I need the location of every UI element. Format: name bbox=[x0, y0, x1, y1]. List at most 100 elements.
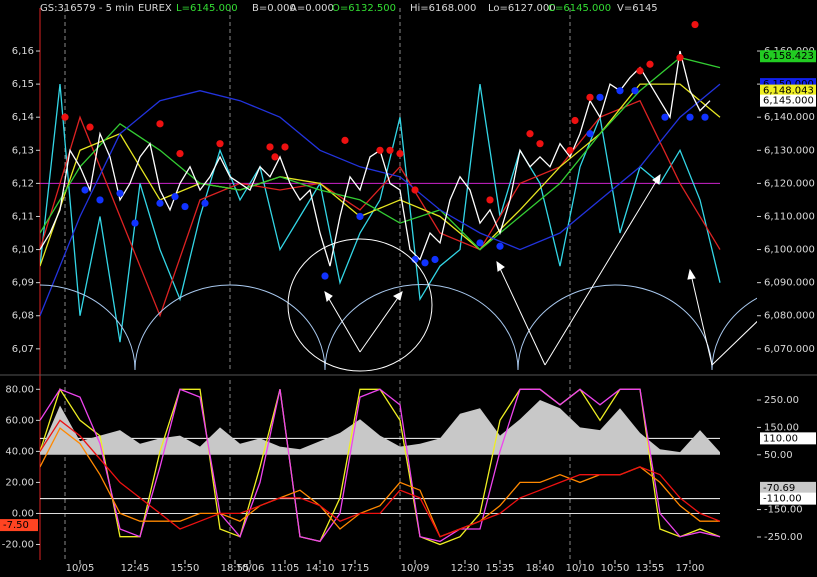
signal-dot bbox=[321, 272, 329, 280]
signal-dot bbox=[476, 239, 484, 247]
series-line bbox=[40, 419, 721, 538]
value-box-label: 6,158.423 bbox=[763, 51, 814, 62]
signal-dot bbox=[526, 130, 534, 138]
signal-dot bbox=[411, 255, 419, 264]
y-tick-label: 6,09 bbox=[12, 278, 34, 289]
header-field: V=6145 bbox=[617, 3, 658, 14]
highlight-circle bbox=[287, 238, 433, 372]
y-tick-label: 6,07 bbox=[12, 344, 34, 355]
signal-dot bbox=[86, 123, 94, 131]
x-tick-label: 17:15 bbox=[341, 563, 370, 574]
y-tick-label: 6,11 bbox=[12, 211, 34, 222]
y-tick-label: 60.00 bbox=[5, 415, 34, 426]
signal-dot bbox=[81, 186, 89, 194]
x-tick-label: 10/06 bbox=[236, 563, 265, 574]
cycle-drawings bbox=[40, 173, 757, 372]
signal-dot bbox=[201, 199, 209, 207]
y-tick-label: -20.00 bbox=[2, 539, 34, 550]
series-line bbox=[40, 83, 721, 316]
x-tick-label: 15:35 bbox=[486, 563, 515, 574]
signal-dot bbox=[646, 60, 654, 68]
y2-tick-label: 6,080.000 bbox=[764, 311, 815, 322]
signal-dot bbox=[376, 146, 384, 154]
signal-dot bbox=[61, 113, 69, 121]
value-box-label: -70.69 bbox=[763, 483, 795, 494]
cycle-arc bbox=[134, 284, 326, 371]
y2-tick-label: 6,130.000 bbox=[764, 145, 815, 156]
signal-dot bbox=[411, 186, 419, 194]
header-field: C=6145.000 bbox=[548, 3, 611, 14]
signal-dot bbox=[571, 116, 579, 125]
series-line bbox=[40, 388, 721, 543]
y2-tick-label: 6,120.000 bbox=[764, 178, 815, 189]
signal-dot bbox=[431, 255, 439, 264]
y2-tick-label: 6,070.000 bbox=[764, 344, 815, 355]
signal-dot bbox=[676, 54, 684, 62]
signal-dot bbox=[586, 93, 594, 101]
x-tick-label: 10:50 bbox=[601, 563, 630, 574]
value-box bbox=[0, 519, 38, 532]
x-tick-label: 10/09 bbox=[401, 563, 430, 574]
plot-area bbox=[40, 8, 721, 372]
y2-tick-label: 6,090.000 bbox=[764, 278, 815, 289]
y-tick-label: 6,10 bbox=[12, 245, 34, 256]
cycle-arc bbox=[40, 284, 136, 371]
y-tick-label: 6,16 bbox=[12, 46, 34, 57]
signal-dot bbox=[266, 143, 274, 151]
value-box-label: -7.50 bbox=[3, 520, 29, 531]
header-field: B=0.000 bbox=[252, 3, 296, 14]
value-box-label: -110.00 bbox=[763, 494, 802, 505]
signal-dot bbox=[396, 150, 404, 158]
y-tick-label: 80.00 bbox=[5, 384, 34, 395]
signal-dot bbox=[271, 153, 279, 161]
cycle-arc bbox=[711, 297, 757, 371]
signal-dot bbox=[566, 146, 574, 154]
header-field: O=6132.500 bbox=[332, 3, 396, 14]
y2-tick-label: 250.00 bbox=[764, 395, 799, 406]
series-line bbox=[40, 99, 721, 318]
y2-tick-label: -250.00 bbox=[764, 532, 803, 543]
value-box bbox=[760, 481, 816, 494]
header-field: A=0.000 bbox=[290, 3, 334, 14]
y-tick-label: 6,14 bbox=[12, 112, 34, 123]
header-field: GS:316579 - 5 min bbox=[40, 3, 134, 14]
signal-dot bbox=[586, 130, 594, 138]
series-line bbox=[40, 84, 721, 343]
y-tick-label: 6,08 bbox=[12, 311, 34, 322]
signal-dot bbox=[386, 146, 394, 154]
x-tick-label: 18:55 bbox=[221, 563, 250, 574]
arrow-heads bbox=[324, 173, 696, 302]
x-tick-label: 10/10 bbox=[566, 563, 595, 574]
y2-tick-label: -150.00 bbox=[764, 505, 803, 516]
value-box bbox=[760, 50, 816, 63]
y-tick-label: 6,15 bbox=[12, 79, 34, 90]
header-field: EUREX bbox=[138, 3, 172, 14]
signal-dot bbox=[661, 113, 669, 121]
cycle-arc bbox=[517, 284, 713, 371]
y2-tick-label: 150.00 bbox=[764, 422, 799, 433]
cycle-arc bbox=[324, 284, 519, 371]
x-tick-label: 18:40 bbox=[526, 563, 555, 574]
x-tick-label: 11:05 bbox=[271, 563, 300, 574]
signal-dot bbox=[631, 87, 639, 95]
x-tick-label: 12:45 bbox=[121, 563, 150, 574]
x-tick-label: 10/05 bbox=[66, 563, 95, 574]
signal-dot bbox=[691, 20, 699, 29]
y-tick-label: 0.00 bbox=[12, 508, 34, 519]
header-field: L=6145.000 bbox=[176, 3, 238, 14]
signal-dot bbox=[341, 136, 349, 144]
arrow-lines bbox=[324, 174, 757, 366]
signal-dot bbox=[181, 202, 189, 211]
series-line bbox=[40, 56, 721, 251]
signal-dot bbox=[216, 140, 224, 148]
signal-dot bbox=[486, 196, 494, 204]
header-field: Hi=6168.000 bbox=[410, 3, 476, 14]
value-box bbox=[760, 94, 816, 107]
signal-dot bbox=[156, 199, 164, 207]
signal-dot bbox=[356, 212, 364, 221]
signal-dot bbox=[596, 93, 604, 101]
y2-tick-label: 50.00 bbox=[764, 450, 793, 461]
y2-tick-label: 6,110.000 bbox=[764, 211, 815, 222]
header-field: Lo=6127.000 bbox=[488, 3, 556, 14]
